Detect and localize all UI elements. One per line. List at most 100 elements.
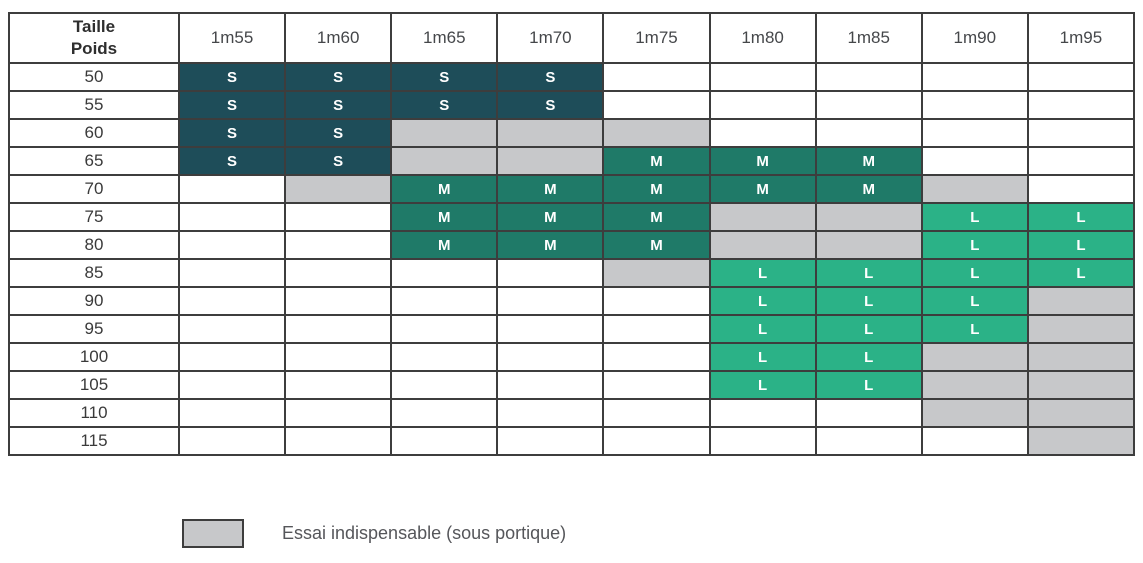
weight-label-85: 85 bbox=[8, 258, 180, 288]
cell-essai bbox=[920, 174, 1029, 204]
table-row-70: 70 M M M M M bbox=[8, 174, 1136, 204]
corner-header-poids: Poids bbox=[70, 39, 118, 58]
cell-size-l: L bbox=[708, 314, 817, 344]
cell-essai bbox=[390, 146, 499, 176]
cell-size-s: S bbox=[284, 90, 393, 120]
cell-empty bbox=[177, 370, 287, 400]
cell-essai bbox=[920, 370, 1029, 400]
cell-size-s: S bbox=[177, 62, 287, 92]
cell-size-m: M bbox=[814, 174, 923, 204]
cell-size-s: S bbox=[496, 62, 605, 92]
weight-label-95: 95 bbox=[8, 314, 180, 344]
cell-size-l: L bbox=[1026, 230, 1136, 260]
column-header-1m70: 1m70 bbox=[496, 12, 605, 64]
legend-essai-label: Essai indispensable (sous portique) bbox=[282, 523, 567, 543]
weight-label-90: 90 bbox=[8, 286, 180, 316]
column-header-1m85: 1m85 bbox=[814, 12, 923, 64]
cell-essai bbox=[496, 146, 605, 176]
cell-size-m: M bbox=[602, 174, 711, 204]
corner-header-taille: Taille bbox=[72, 16, 116, 36]
cell-size-m: M bbox=[496, 174, 605, 204]
cell-essai bbox=[814, 202, 923, 232]
table-row-60: 60 S S bbox=[8, 118, 1136, 148]
cell-empty bbox=[602, 370, 711, 400]
cell-size-m: M bbox=[496, 202, 605, 232]
cell-essai bbox=[1026, 342, 1136, 372]
weight-label-60: 60 bbox=[8, 118, 180, 148]
cell-size-l: L bbox=[920, 258, 1029, 288]
legend-essai-swatch bbox=[182, 519, 244, 548]
column-header-1m75: 1m75 bbox=[602, 12, 711, 64]
cell-empty bbox=[1026, 62, 1136, 92]
cell-empty bbox=[496, 314, 605, 344]
table-row-80: 80 M M M L L bbox=[8, 230, 1136, 260]
weight-label-80: 80 bbox=[8, 230, 180, 260]
cell-empty bbox=[284, 202, 393, 232]
cell-empty bbox=[708, 90, 817, 120]
column-header-1m65: 1m65 bbox=[390, 12, 499, 64]
cell-size-l: L bbox=[814, 258, 923, 288]
cell-size-m: M bbox=[602, 202, 711, 232]
table-row-90: 90 L L L bbox=[8, 286, 1136, 316]
cell-empty bbox=[920, 118, 1029, 148]
cell-empty bbox=[814, 398, 923, 428]
weight-label-70: 70 bbox=[8, 174, 180, 204]
cell-size-s: S bbox=[284, 146, 393, 176]
cell-empty bbox=[496, 342, 605, 372]
cell-size-l: L bbox=[814, 314, 923, 344]
cell-essai bbox=[1026, 370, 1136, 400]
cell-size-l: L bbox=[1026, 202, 1136, 232]
cell-empty bbox=[284, 398, 393, 428]
size-chart-table: Taille Poids 1m55 1m60 1m65 1m70 1m75 1m80 1m8… bbox=[8, 12, 1136, 456]
cell-empty bbox=[177, 314, 287, 344]
cell-empty bbox=[1026, 118, 1136, 148]
cell-empty bbox=[284, 258, 393, 288]
cell-size-m: M bbox=[496, 230, 605, 260]
cell-size-l: L bbox=[708, 342, 817, 372]
cell-empty bbox=[708, 398, 817, 428]
cell-empty bbox=[284, 426, 393, 456]
table-row-85: 85 L L L L bbox=[8, 258, 1136, 288]
cell-empty bbox=[284, 286, 393, 316]
cell-empty bbox=[177, 202, 287, 232]
column-header-1m90: 1m90 bbox=[920, 12, 1029, 64]
cell-essai bbox=[284, 174, 393, 204]
cell-empty bbox=[602, 62, 711, 92]
cell-empty bbox=[602, 426, 711, 456]
cell-essai bbox=[1026, 314, 1136, 344]
weight-label-105: 105 bbox=[8, 370, 180, 400]
cell-empty bbox=[177, 426, 287, 456]
cell-empty bbox=[496, 370, 605, 400]
table-row-110: 110 bbox=[8, 398, 1136, 428]
cell-empty bbox=[920, 426, 1029, 456]
cell-empty bbox=[390, 426, 499, 456]
cell-size-m: M bbox=[708, 174, 817, 204]
cell-empty bbox=[390, 258, 499, 288]
weight-label-55: 55 bbox=[8, 90, 180, 120]
column-header-1m55: 1m55 bbox=[177, 12, 287, 64]
cell-essai bbox=[708, 230, 817, 260]
table-row-115: 115 bbox=[8, 426, 1136, 456]
cell-empty bbox=[284, 370, 393, 400]
cell-empty bbox=[814, 118, 923, 148]
cell-size-m: M bbox=[708, 146, 817, 176]
cell-empty bbox=[284, 230, 393, 260]
cell-size-s: S bbox=[284, 62, 393, 92]
cell-size-m: M bbox=[390, 230, 499, 260]
cell-size-l: L bbox=[814, 342, 923, 372]
cell-essai bbox=[708, 202, 817, 232]
cell-empty bbox=[814, 62, 923, 92]
table-row-75: 75 M M M L L bbox=[8, 202, 1136, 232]
cell-empty bbox=[390, 286, 499, 316]
weight-label-115: 115 bbox=[8, 426, 180, 456]
cell-size-m: M bbox=[814, 146, 923, 176]
cell-size-l: L bbox=[1026, 258, 1136, 288]
cell-empty bbox=[284, 314, 393, 344]
table-row-100: 100 L L bbox=[8, 342, 1136, 372]
table-row-95: 95 L L L bbox=[8, 314, 1136, 344]
cell-empty bbox=[177, 286, 287, 316]
cell-empty bbox=[177, 342, 287, 372]
corner-header: Taille Poids bbox=[8, 12, 180, 64]
cell-empty bbox=[814, 426, 923, 456]
cell-size-s: S bbox=[390, 90, 499, 120]
